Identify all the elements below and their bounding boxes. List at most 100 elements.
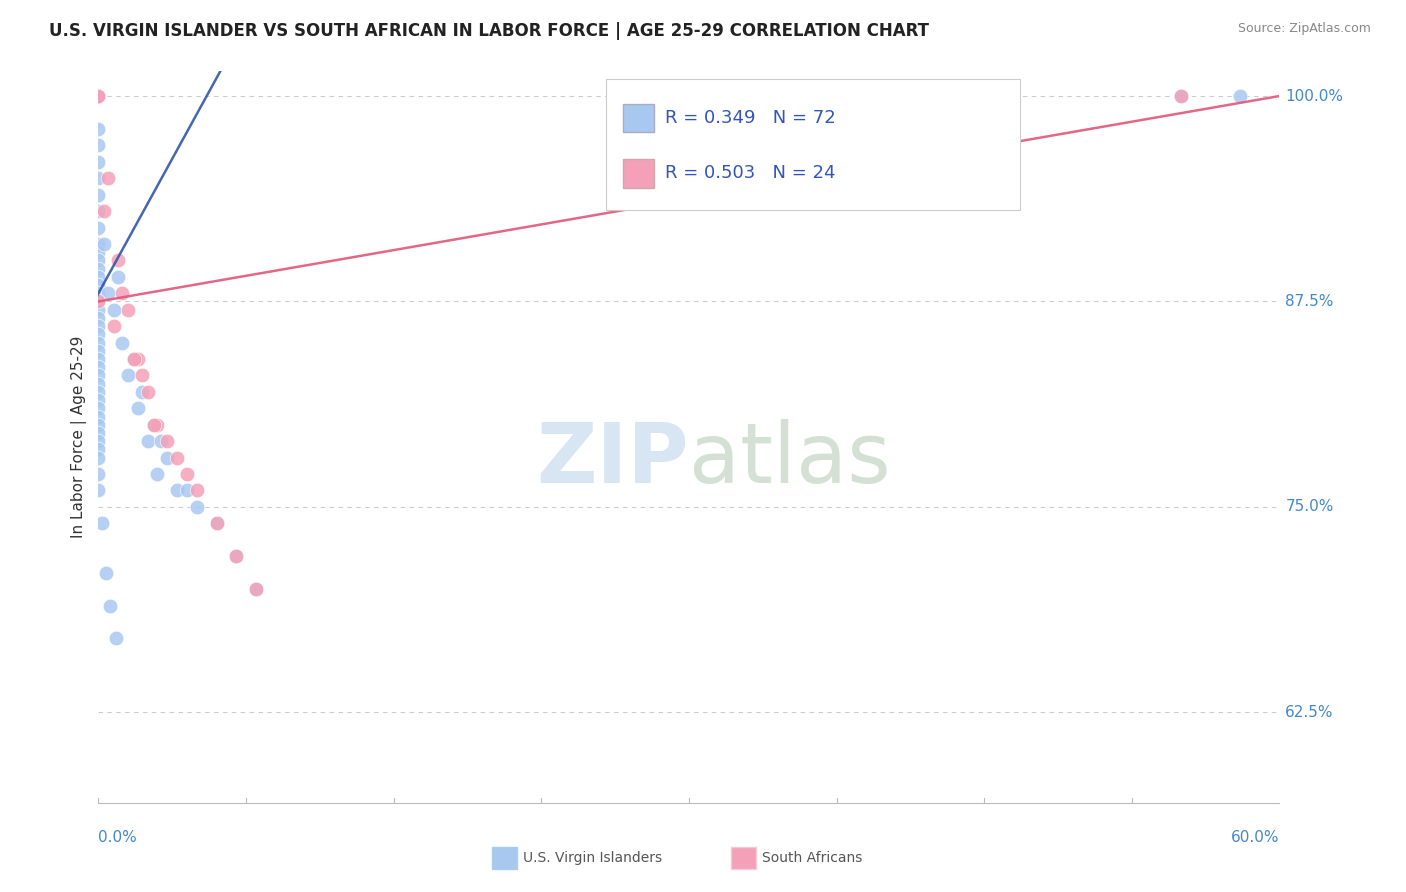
Point [87, 393, 110, 408]
Point [105, 632, 128, 646]
Point [111, 335, 134, 350]
Point [87, 236, 110, 251]
Point [87, 442, 110, 457]
Point [87, 368, 110, 383]
Point [87, 89, 110, 103]
Point [176, 483, 198, 498]
Point [97, 171, 120, 186]
Point [142, 417, 165, 432]
Point [87, 171, 110, 186]
Point [176, 467, 198, 481]
Point [87, 89, 110, 103]
Point [136, 384, 159, 399]
Point [127, 351, 149, 366]
Point [87, 89, 110, 103]
Text: U.S. Virgin Islanders: U.S. Virgin Islanders [523, 851, 662, 865]
Point [166, 483, 188, 498]
Point [205, 516, 228, 531]
Point [87, 89, 110, 103]
Point [142, 417, 165, 432]
Text: South Africans: South Africans [762, 851, 862, 865]
Point [150, 434, 173, 449]
Point [98, 599, 121, 613]
Point [87, 483, 110, 498]
Point [103, 319, 125, 334]
Point [87, 89, 110, 103]
Point [87, 89, 110, 103]
Point [87, 360, 110, 375]
Point [87, 351, 110, 366]
Point [87, 319, 110, 334]
Point [87, 253, 110, 268]
Text: R = 0.503   N = 24: R = 0.503 N = 24 [665, 164, 835, 183]
Text: 0.0%: 0.0% [98, 830, 138, 845]
Point [93, 204, 115, 219]
Point [87, 409, 110, 424]
Text: ZIP: ZIP [537, 418, 689, 500]
Point [146, 417, 169, 432]
Point [87, 294, 110, 309]
Point [87, 89, 110, 103]
Point [87, 450, 110, 465]
Point [87, 89, 110, 103]
Point [131, 384, 153, 399]
Point [1229, 89, 1251, 103]
Point [87, 302, 110, 317]
Point [87, 89, 110, 103]
Point [87, 286, 110, 301]
Point [87, 89, 110, 103]
Point [91, 516, 114, 531]
Point [87, 138, 110, 153]
Text: 75.0%: 75.0% [1285, 500, 1334, 515]
Point [87, 343, 110, 358]
Point [87, 89, 110, 103]
Point [87, 434, 110, 449]
Point [122, 351, 145, 366]
Point [122, 351, 145, 366]
Point [87, 467, 110, 481]
Point [96, 566, 118, 580]
Point [87, 327, 110, 342]
Text: R = 0.349   N = 72: R = 0.349 N = 72 [665, 109, 837, 128]
Point [87, 261, 110, 276]
Text: 87.5%: 87.5% [1285, 294, 1334, 309]
Point [97, 286, 120, 301]
Point [131, 368, 153, 383]
Point [111, 286, 134, 301]
Y-axis label: In Labor Force | Age 25-29: In Labor Force | Age 25-29 [72, 336, 87, 538]
Point [87, 121, 110, 136]
Point [205, 516, 228, 531]
Point [245, 582, 267, 596]
Point [146, 467, 169, 481]
Point [87, 294, 110, 309]
Point [87, 401, 110, 416]
Text: atlas: atlas [689, 418, 890, 500]
Point [87, 154, 110, 169]
Point [87, 89, 110, 103]
Point [1170, 89, 1192, 103]
Point [87, 89, 110, 103]
Point [107, 269, 129, 284]
Text: 62.5%: 62.5% [1285, 705, 1334, 720]
Point [87, 335, 110, 350]
Point [127, 401, 149, 416]
Point [107, 253, 129, 268]
Text: 60.0%: 60.0% [1232, 830, 1279, 845]
Point [166, 450, 188, 465]
Point [117, 302, 139, 317]
Point [156, 450, 179, 465]
Point [186, 500, 208, 514]
Point [1170, 89, 1192, 103]
Text: U.S. VIRGIN ISLANDER VS SOUTH AFRICAN IN LABOR FORCE | AGE 25-29 CORRELATION CHA: U.S. VIRGIN ISLANDER VS SOUTH AFRICAN IN… [49, 22, 929, 40]
Point [156, 434, 179, 449]
Point [87, 187, 110, 202]
Point [87, 376, 110, 391]
Point [245, 582, 267, 596]
Point [87, 245, 110, 260]
Point [186, 483, 208, 498]
Point [225, 549, 247, 564]
Point [87, 278, 110, 293]
Point [117, 368, 139, 383]
Point [87, 220, 110, 235]
Point [87, 269, 110, 284]
